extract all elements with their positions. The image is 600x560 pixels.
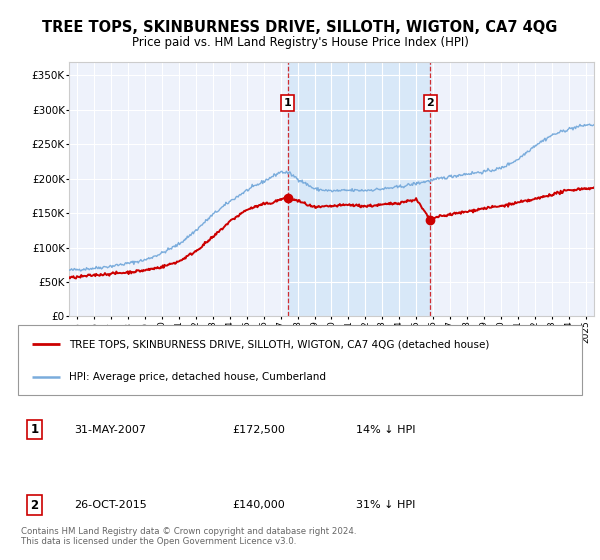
Text: 31% ↓ HPI: 31% ↓ HPI	[356, 500, 416, 510]
Text: HPI: Average price, detached house, Cumberland: HPI: Average price, detached house, Cumb…	[69, 372, 326, 382]
Text: 1: 1	[31, 423, 38, 436]
Text: TREE TOPS, SKINBURNESS DRIVE, SILLOTH, WIGTON, CA7 4QG (detached house): TREE TOPS, SKINBURNESS DRIVE, SILLOTH, W…	[69, 339, 489, 349]
Text: £172,500: £172,500	[232, 424, 285, 435]
Text: 14% ↓ HPI: 14% ↓ HPI	[356, 424, 416, 435]
Text: Price paid vs. HM Land Registry's House Price Index (HPI): Price paid vs. HM Land Registry's House …	[131, 36, 469, 49]
Text: 2: 2	[427, 98, 434, 108]
FancyBboxPatch shape	[18, 325, 582, 395]
Text: 2: 2	[31, 499, 38, 512]
Text: 31-MAY-2007: 31-MAY-2007	[74, 424, 146, 435]
Text: TREE TOPS, SKINBURNESS DRIVE, SILLOTH, WIGTON, CA7 4QG: TREE TOPS, SKINBURNESS DRIVE, SILLOTH, W…	[43, 20, 557, 35]
Bar	[288, 62, 430, 316]
Text: 26-OCT-2015: 26-OCT-2015	[74, 500, 147, 510]
Text: Contains HM Land Registry data © Crown copyright and database right 2024.
This d: Contains HM Land Registry data © Crown c…	[21, 526, 356, 546]
Text: £140,000: £140,000	[232, 500, 285, 510]
Text: 1: 1	[284, 98, 292, 108]
